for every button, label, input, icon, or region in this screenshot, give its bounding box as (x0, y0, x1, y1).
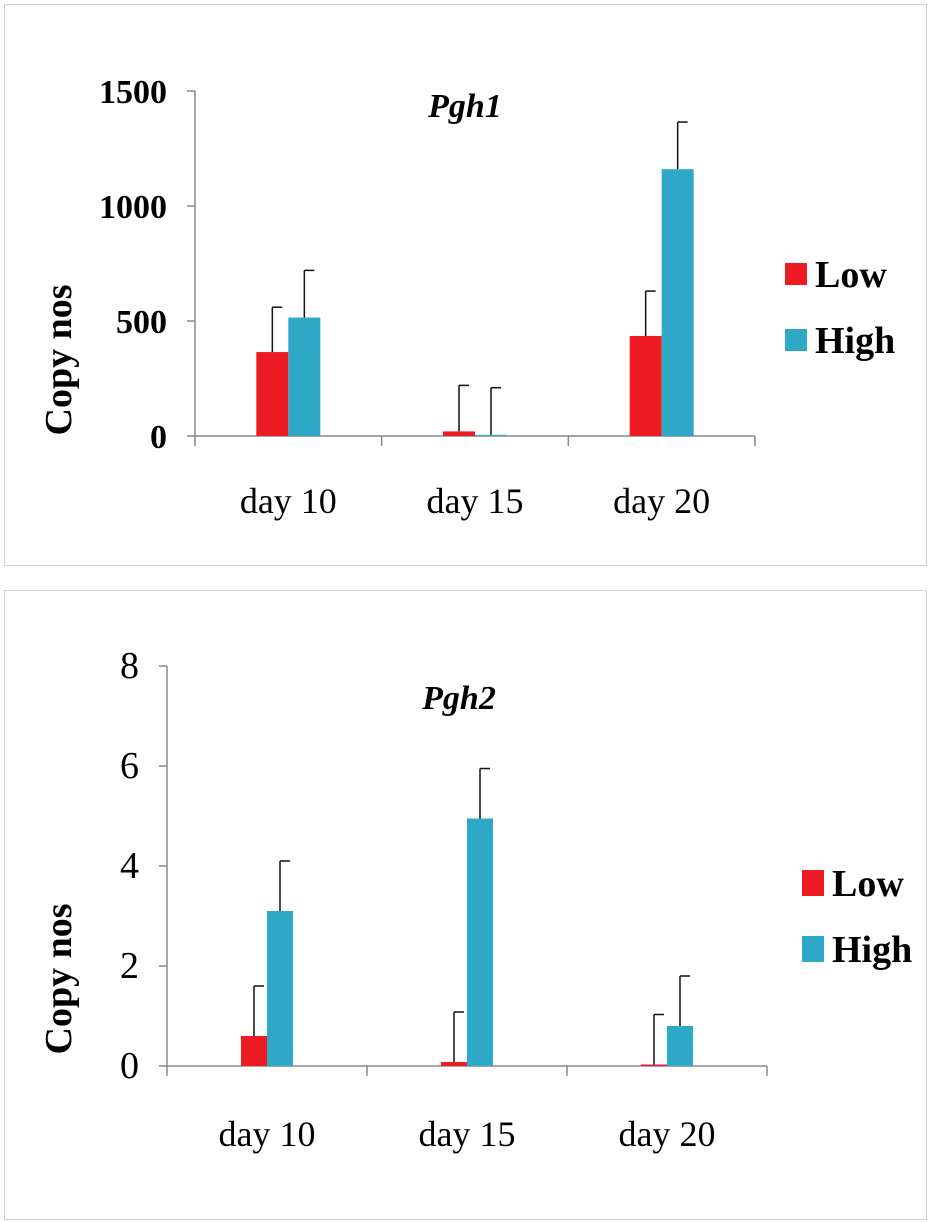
y-tick-label: 8 (120, 645, 139, 687)
y-tick-label: 6 (120, 745, 139, 787)
bar-low (241, 1036, 267, 1066)
x-tick-label: day 15 (419, 1114, 516, 1154)
bar-high (661, 169, 694, 436)
legend-label-high: High (832, 929, 912, 971)
y-tick-label: 1500 (99, 74, 167, 111)
legend-swatch-low (802, 870, 824, 896)
x-tick-label: day 20 (619, 1114, 716, 1154)
chart-title: Pgh1 (427, 88, 502, 125)
bar-low (629, 335, 662, 436)
legend-label-low: Low (815, 254, 887, 296)
x-tick-label: day 20 (613, 481, 710, 521)
bar-high (267, 911, 293, 1066)
legend-label-low: Low (832, 863, 904, 905)
bar-low (443, 431, 475, 436)
bar-low (441, 1062, 467, 1066)
y-axis-label: Copy nos (38, 904, 80, 1055)
chart-panel-pgh2: Pgh2 Copy nos 0 2 4 6 8 day 10 day 15 day 20 L… (4, 590, 927, 1220)
chart-pgh1: Pgh1 Copy nos 0 500 1000 1500 day 10 day 15 d… (38, 74, 895, 521)
chart-title: Pgh2 (421, 680, 496, 717)
y-tick-label: 0 (120, 1045, 139, 1087)
legend-swatch-low (785, 263, 807, 285)
y-tick-label: 2 (120, 945, 139, 987)
y-tick-label: 0 (150, 419, 167, 456)
y-tick-label: 500 (116, 304, 167, 341)
bar-low (641, 1064, 667, 1066)
x-tick-label: day 15 (427, 481, 524, 521)
chart-pgh2: Pgh2 Copy nos 0 2 4 6 8 day 10 day 15 day 20 L… (38, 645, 912, 1154)
chart-panel-pgh1: Pgh1 Copy nos 0 500 1000 1500 day 10 day 15 d… (4, 4, 927, 566)
legend-label-high: High (815, 320, 895, 362)
legend-swatch-high (785, 329, 807, 351)
bar-high (288, 317, 321, 436)
bar-high (475, 434, 507, 436)
bar-low (256, 352, 289, 436)
x-tick-label: day 10 (219, 1114, 316, 1154)
y-tick-label: 1000 (99, 189, 167, 226)
legend-swatch-high (802, 936, 824, 962)
x-tick-label: day 10 (240, 481, 337, 521)
y-tick-label: 4 (120, 845, 139, 887)
bar-high (467, 818, 493, 1066)
bar-high (667, 1026, 693, 1066)
y-axis-label: Copy nos (38, 285, 80, 436)
